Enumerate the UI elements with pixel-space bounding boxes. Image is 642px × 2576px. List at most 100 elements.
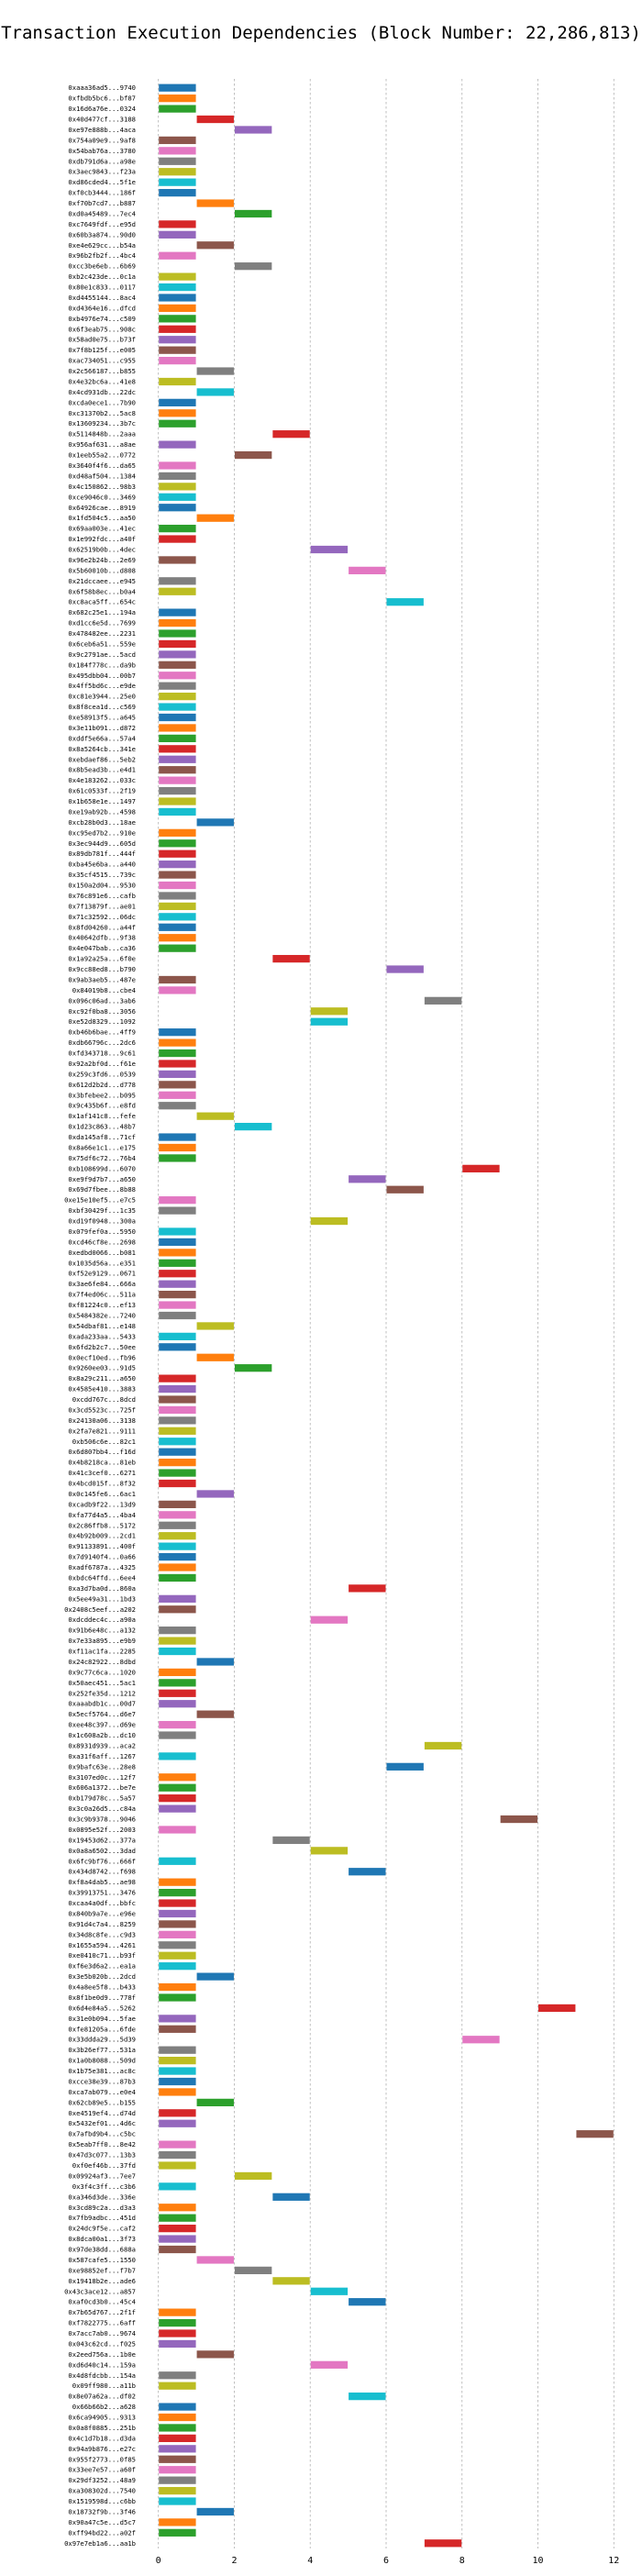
transaction-label: 0x58ad0e75...b73f (68, 336, 136, 344)
transaction-label: 0x3cd89c2a...d3a3 (68, 2204, 136, 2212)
transaction-bar (196, 2350, 234, 2359)
transaction-bar (159, 1993, 196, 2002)
transaction-label: 0xcd46cf8e...2698 (68, 1238, 136, 1246)
transaction-bar (272, 1836, 310, 1845)
transaction-bar (462, 2036, 500, 2044)
transaction-label: 0x4c150862...98b3 (68, 483, 136, 491)
transaction-label: 0xc81e3944...25e0 (68, 693, 136, 701)
transaction-bar (500, 1815, 538, 1824)
transaction-label: 0xa308302d...7540 (68, 2487, 136, 2495)
transaction-bar (159, 1962, 196, 1971)
transaction-bar (159, 713, 196, 722)
transaction-label: 0xb108699d...6070 (68, 1164, 136, 1172)
transaction-label: 0x16d6a76e...0324 (68, 105, 136, 113)
transaction-bar (159, 1238, 196, 1247)
transaction-label: 0x1b658e1e...1497 (68, 797, 136, 805)
transaction-label: 0x5484382e...7240 (68, 1312, 136, 1320)
transaction-label: 0xbf30429f...1c35 (68, 1206, 136, 1215)
transaction-label: 0x754a09e9...9af8 (68, 136, 136, 144)
transaction-label: 0xcda0ece1...7b90 (68, 398, 136, 406)
transaction-bar (159, 1532, 196, 1540)
transaction-bar (159, 315, 196, 323)
transaction-bar (159, 1196, 196, 1205)
transaction-label: 0x43c3ace12...a857 (64, 2287, 136, 2295)
transaction-label: 0xfd343718...9c61 (68, 1049, 136, 1058)
transaction-bar (159, 944, 196, 952)
transaction-label: 0xf81224c0...ef13 (68, 1301, 136, 1309)
transaction-bar (159, 504, 196, 512)
transaction-label: 0xf0cb3444...186f (68, 189, 136, 197)
transaction-label: 0x33ee7e57...a60f (68, 2466, 136, 2474)
transaction-bar (159, 618, 196, 627)
transaction-label: 0xe4519ef4...d74d (68, 2109, 136, 2117)
transaction-label: 0x1e992fdc...a40f (68, 535, 136, 543)
transaction-bar (159, 1700, 196, 1708)
transaction-bar (159, 1259, 196, 1267)
transaction-label: 0xac734051...c955 (68, 357, 136, 365)
transaction-bar (272, 430, 310, 439)
transaction-bar (159, 1888, 196, 1897)
transaction-bar (159, 1291, 196, 1299)
transaction-bar (159, 1374, 196, 1382)
transaction-bar (159, 2371, 196, 2380)
transaction-bar (159, 2150, 196, 2160)
transaction-label: 0x1d23c863...48b7 (68, 1123, 136, 1131)
transaction-bar (159, 168, 196, 176)
transaction-bar (159, 839, 196, 848)
transaction-bar (196, 115, 234, 124)
transaction-bar (159, 94, 196, 103)
transaction-bar (159, 1438, 196, 1446)
transaction-label: 0x66b66b2...a628 (72, 2403, 136, 2411)
transaction-label: 0x35cf4515...739c (68, 871, 136, 879)
x-tick-label: 8 (459, 2556, 465, 2566)
transaction-bar (159, 2308, 196, 2316)
transaction-bar (424, 996, 462, 1005)
transaction-label: 0x89db781f...444f (68, 849, 136, 858)
transaction-bar (159, 356, 196, 365)
transaction-label: 0x21dccaee...e945 (68, 577, 136, 585)
transaction-label: 0xfe81205a...6fde (68, 2025, 136, 2033)
transaction-label: 0x9ab3aeb5...487e (68, 975, 136, 983)
transaction-label: 0xcadb9f22...13d9 (68, 1500, 136, 1508)
transaction-bar (234, 450, 272, 460)
transaction-bar (159, 2225, 196, 2233)
transaction-bar (159, 1637, 196, 1645)
transaction-bar (159, 1773, 196, 1782)
transaction-label: 0x8a5264cb...341e (68, 745, 136, 753)
transaction-bar (159, 1091, 196, 1099)
transaction-label: 0xda145af8...71cf (68, 1133, 136, 1141)
transaction-label: 0xba45e6ba...a440 (68, 861, 136, 869)
transaction-bar (349, 2393, 386, 2401)
transaction-label: 0xf6e3d6a2...ea1a (68, 1962, 136, 1971)
transaction-bar (159, 272, 196, 281)
transaction-label: 0xebdaef86...5eb2 (68, 755, 136, 763)
transaction-bar (159, 1332, 196, 1340)
transaction-label: 0x8dca00a1...3f73 (68, 2235, 136, 2243)
transaction-bar (159, 493, 196, 501)
transaction-label: 0x1af141c8...fefe (68, 1112, 136, 1120)
transaction-label: 0xfbdb5bc6...bf87 (68, 94, 136, 103)
transaction-bar (310, 1216, 349, 1226)
transaction-bar (159, 1416, 196, 1425)
transaction-bar (159, 1930, 196, 1938)
transaction-label: 0x1655a594...4261 (68, 1941, 136, 1949)
transaction-bar (159, 461, 196, 470)
transaction-label: 0xf0ef46b...37fd (72, 2161, 136, 2170)
transaction-label: 0x96e2b24b...2e69 (68, 556, 136, 564)
transaction-bar (159, 2339, 196, 2348)
transaction-bar (159, 1270, 196, 1278)
transaction-bar (159, 2204, 196, 2212)
transaction-label: 0x495dbb04...00b7 (68, 672, 136, 680)
transaction-label: 0xc31370b2...5ac8 (68, 409, 136, 417)
transaction-label: 0x6d4e84a5...5262 (68, 2004, 136, 2012)
transaction-bar (159, 377, 196, 386)
transaction-bar (159, 2015, 196, 2023)
transaction-label: 0xe58913f5...a645 (68, 714, 136, 722)
transaction-bar (159, 577, 196, 585)
transaction-bar (159, 1594, 196, 1603)
transaction-label: 0x61c0533f...2f19 (68, 787, 136, 795)
transaction-bar (196, 241, 234, 250)
transaction-bar (310, 1017, 349, 1026)
transaction-bar (159, 986, 196, 994)
transaction-bar (159, 587, 196, 595)
